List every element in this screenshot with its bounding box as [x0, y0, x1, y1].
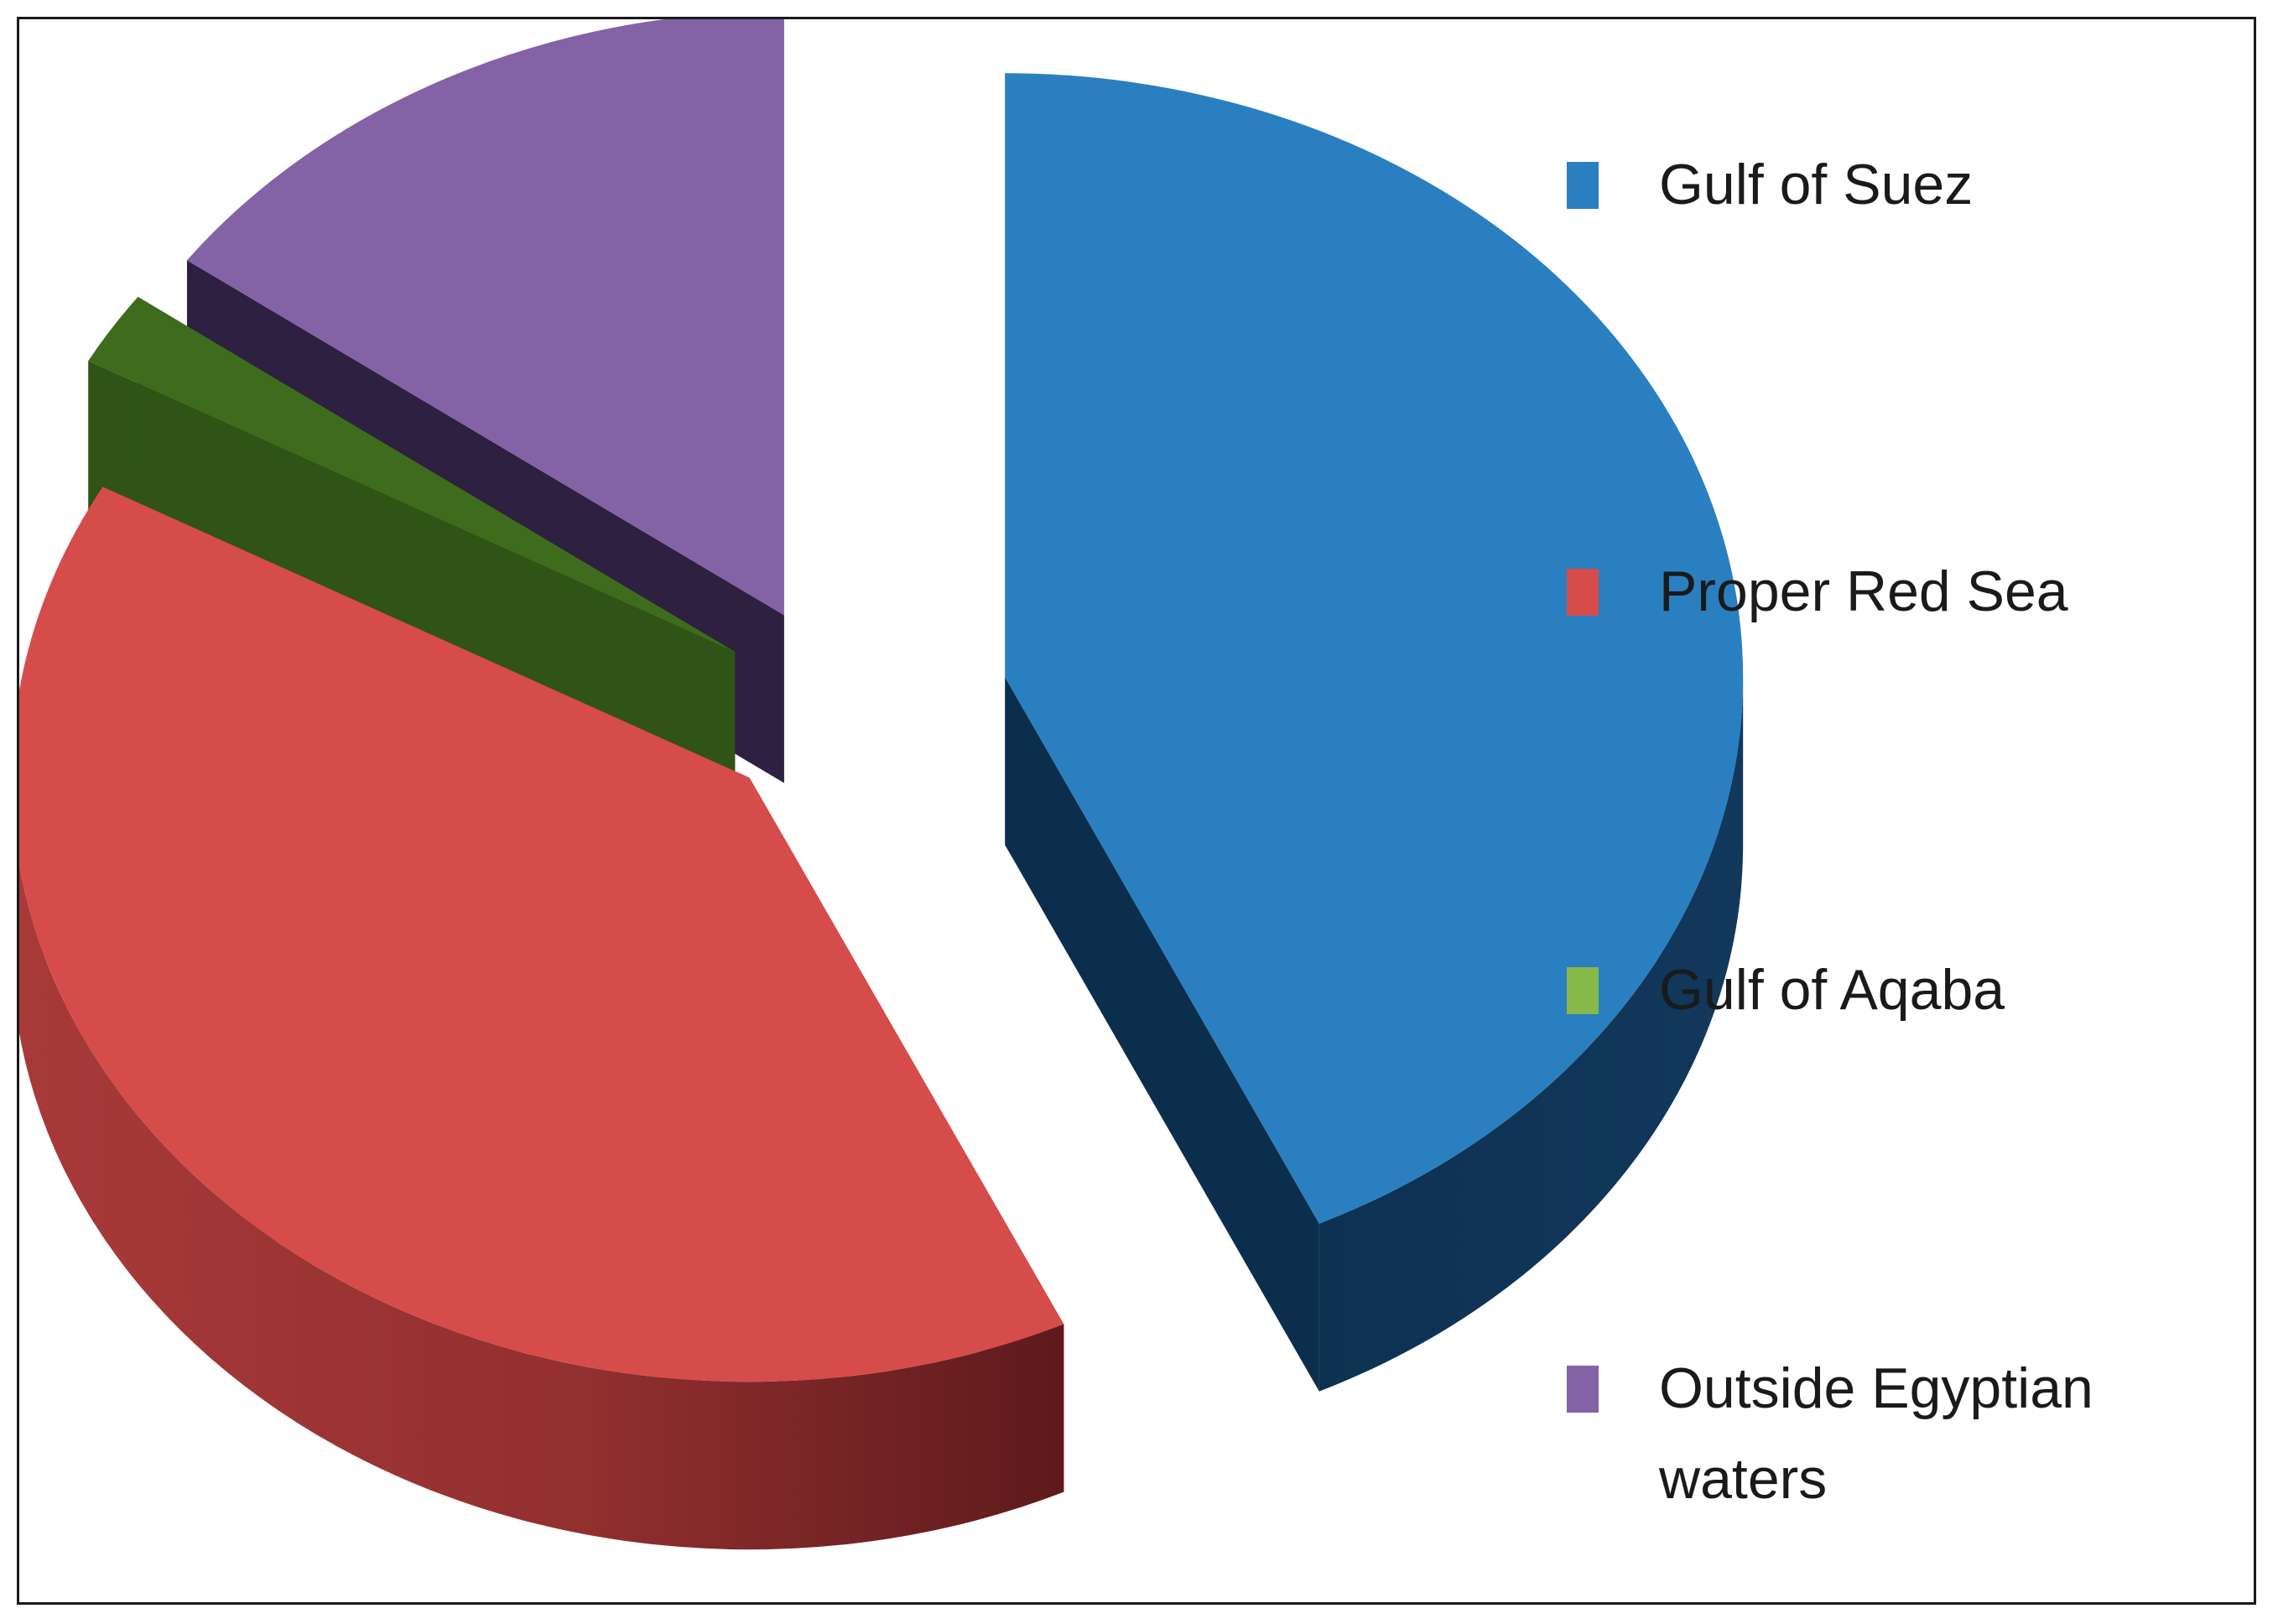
- pie-chart: Gulf of Suez Proper Red Sea Gulf of Aqaba O…: [19, 19, 2093, 1550]
- legend-swatch-gulf-of-aqaba: [1567, 967, 1599, 1014]
- legend-swatch-outside-egyptian-waters: [1567, 1366, 1599, 1413]
- pie-slices: [19, 19, 1744, 1550]
- slice-proper-red-sea: [19, 487, 1064, 1550]
- legend-label-gulf-of-suez: Gulf of Suez: [1659, 153, 1973, 216]
- legend-label-proper-red-sea: Proper Red Sea: [1659, 560, 2068, 623]
- slice-side-proper-red-sea: [19, 865, 1064, 1550]
- slice-gulf-of-suez: [1005, 73, 1744, 1392]
- slice-top-gulf-of-suez: [1005, 73, 1744, 1224]
- legend: Gulf of Suez Proper Red Sea Gulf of Aqaba O…: [1567, 153, 2093, 1511]
- chart-frame: Gulf of Suez Proper Red Sea Gulf of Aqaba O…: [17, 17, 2256, 1605]
- slice-wall-gulf-of-suez-end: [1005, 677, 1319, 1392]
- legend-item-outside-egyptian-waters: Outside Egyptian waters: [1567, 1356, 2093, 1511]
- slice-top-gulf-of-aqaba: [88, 296, 736, 653]
- legend-item-gulf-of-aqaba: Gulf of Aqaba: [1567, 958, 2005, 1022]
- legend-label-gulf-of-aqaba: Gulf of Aqaba: [1659, 958, 2005, 1022]
- slice-side-gulf-of-suez: [1318, 677, 1744, 1392]
- legend-label-outside-egyptian-waters-line-2: waters: [1658, 1447, 1827, 1511]
- legend-swatch-gulf-of-suez: [1567, 162, 1599, 209]
- legend-swatch-proper-red-sea: [1567, 569, 1599, 616]
- legend-item-gulf-of-suez: Gulf of Suez: [1567, 153, 1973, 216]
- slice-top-outside-egyptian-waters: [186, 19, 784, 616]
- legend-item-proper-red-sea: Proper Red Sea: [1567, 560, 2068, 623]
- slice-top-proper-red-sea: [19, 487, 1064, 1382]
- legend-label-outside-egyptian-waters-line-1: Outside Egyptian: [1659, 1356, 2093, 1420]
